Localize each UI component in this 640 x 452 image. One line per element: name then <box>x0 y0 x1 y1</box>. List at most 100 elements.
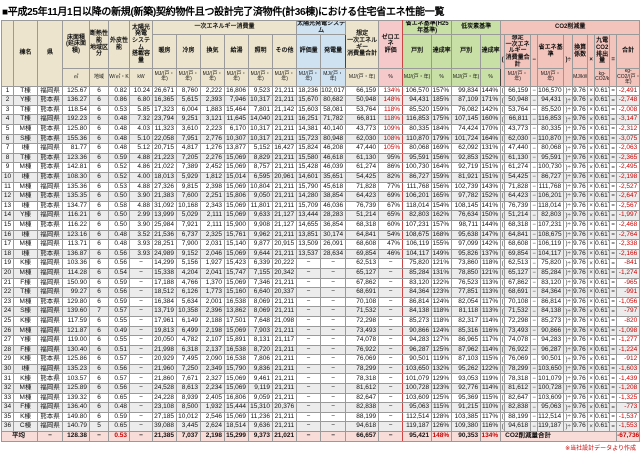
div-op: )÷ <box>563 335 574 346</box>
other: 21,211 <box>271 392 298 404</box>
heating: 31,092 <box>152 200 177 212</box>
conversion-header: 換算係数 <box>572 34 589 70</box>
building-name: M棟 <box>13 219 38 231</box>
ua-value: 0.59 <box>108 152 130 164</box>
ventilation: 2,046 <box>200 248 225 260</box>
co2-reduction: -2,567 <box>616 200 640 212</box>
row-no: 30 <box>1 363 14 375</box>
times-op: × <box>587 248 596 260</box>
row-no: 21 <box>1 277 14 289</box>
pv-capacity: 5.12 <box>129 143 153 154</box>
se-standard: 104,117 <box>402 248 433 260</box>
tt-standard: 95,826 <box>451 248 482 260</box>
equals-op: = <box>609 344 618 356</box>
co2-formula-b: 106,201 <box>537 191 565 202</box>
total-energy: 82,647 <box>345 392 380 404</box>
building-name: S棟 <box>13 306 38 317</box>
div-op: )÷ <box>563 344 574 356</box>
total-energy: 68,691 <box>345 287 380 298</box>
ventilation: 2,398 <box>200 181 225 193</box>
table-row: 30 I棟 福岡県 135.23 6 0.56−21,960 7,250 2,349 15,79… <box>1 363 640 375</box>
ua-value: 0.59 <box>108 411 130 423</box>
equals-op: = <box>609 219 618 231</box>
div-op: )÷ <box>563 325 574 337</box>
floor-area: 125.67 <box>62 85 90 97</box>
tt-rate: 117% <box>480 296 502 308</box>
floor-area: 149.80 <box>62 411 90 423</box>
pv-capacity: 3.93 <box>129 248 153 260</box>
co2-formula-a: 64,423 <box>504 191 532 202</box>
prefecture: 福岡県 <box>37 267 63 279</box>
div-op: )÷ <box>563 200 574 212</box>
equals-op: = <box>609 411 618 423</box>
other: 21,211 <box>271 162 298 173</box>
prefecture: 熊本県 <box>37 162 63 173</box>
hot-water: 15,014 <box>224 172 249 183</box>
zero-ene-rate: 134% <box>378 85 404 97</box>
pv-generation: 26,091 <box>320 239 347 250</box>
other: 20,222 <box>271 258 298 269</box>
hot-water: 10,307 <box>224 133 249 145</box>
ventilation: 2,198 <box>200 431 225 442</box>
co2-formula-a: 72,298 <box>504 315 532 327</box>
co2-reduction: -773 <box>616 402 640 413</box>
ventilation: 2,188 <box>200 315 225 327</box>
tt-rate: 116% <box>480 421 502 433</box>
co2-formula-b: 84,364 <box>537 287 565 298</box>
pv-generation: − <box>320 383 347 394</box>
ventilation: 2,405 <box>200 392 225 404</box>
co2-total-label: CO2削減量合計 <box>500 431 618 442</box>
other: 21,142 <box>271 104 298 116</box>
minus-op: − <box>530 200 539 212</box>
emission-factor: 0.617 <box>594 335 611 346</box>
co2-reduction: -2,468 <box>616 219 640 231</box>
equals-op: = <box>609 104 618 116</box>
conversion-factor: 9.76 <box>572 335 589 346</box>
pv-eval: 18,236 <box>296 85 322 97</box>
tt-standard: 81,118 <box>451 306 482 317</box>
tt-standard: 98,711 <box>451 219 482 231</box>
tt-standard: 81,921 <box>451 172 482 183</box>
se-rate: 168% <box>431 229 453 241</box>
tt-rate: 151% <box>480 172 502 183</box>
minus-op: − <box>530 248 539 260</box>
se-standard: 83,120 <box>402 277 433 289</box>
pv-eval: − <box>296 392 322 404</box>
floor-area: 123.16 <box>62 229 90 241</box>
lighting: 9,636 <box>248 421 273 433</box>
lighting-header: 照明 <box>248 34 273 70</box>
tt-rate: 115% <box>480 354 502 365</box>
co2-reduction: -2,008 <box>616 104 640 116</box>
lighting: 7,155 <box>248 267 273 279</box>
minus-op: − <box>530 402 539 413</box>
times-op: × <box>587 143 596 154</box>
ua-value: 0.49 <box>108 325 130 337</box>
row-no: 19 <box>1 258 14 269</box>
kg-unit: kg-CO2/(戸・年) <box>616 68 640 87</box>
other: 21,211 <box>271 114 298 126</box>
tt-standard: 99,834 <box>451 85 482 97</box>
other: 21,211 <box>271 373 298 385</box>
co2-formula-a: 74,078 <box>504 335 532 346</box>
prefecture: 熊本県 <box>37 219 63 231</box>
ua-value: 0.48 <box>108 133 130 145</box>
minus-op: − <box>530 114 539 126</box>
zero-ene-rate: − <box>378 354 404 365</box>
tt-standard: 107,145 <box>451 114 482 126</box>
co2-formula-a: 71,532 <box>504 306 532 317</box>
tt-rate: 113% <box>480 306 502 317</box>
conversion-factor: 9.76 <box>572 181 589 193</box>
hot-water: 15,069 <box>224 277 249 289</box>
co2-reduction: -3,075 <box>616 133 640 145</box>
pv-eval: − <box>296 325 322 337</box>
lighting: 8,757 <box>248 162 273 173</box>
zero-ene-rate: − <box>378 421 404 433</box>
hot-water: 15,160 <box>224 287 249 298</box>
ua-header: 外皮性能 <box>108 19 130 70</box>
conversion-factor: 9.76 <box>572 354 589 365</box>
page-title: ■平成25年11月1日以降の新規(新築)契約物件且つ設計完了済物件(計36棟)に… <box>2 7 445 18</box>
equals-op: = <box>609 392 618 404</box>
cooling: 4,204 <box>176 267 201 279</box>
total-energy: 64,841 <box>345 229 380 241</box>
minus-op: − <box>530 181 539 193</box>
